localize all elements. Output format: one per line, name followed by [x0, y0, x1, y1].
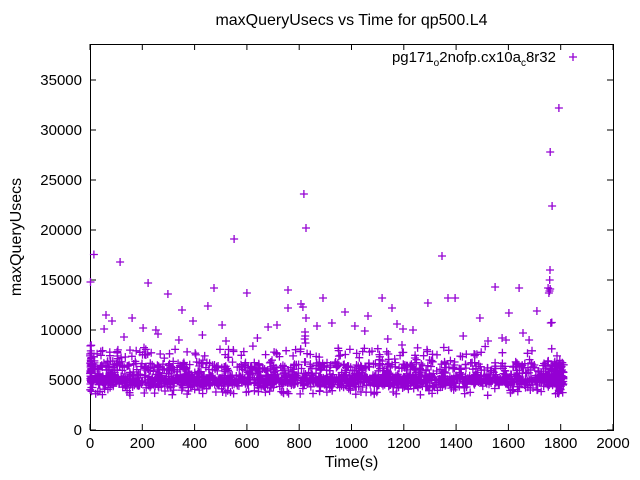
legend-plus-marker-icon — [569, 53, 577, 61]
y-tick-label: 20000 — [40, 222, 82, 239]
y-tick-label: 15000 — [40, 272, 82, 289]
y-tick-label: 5000 — [49, 372, 82, 389]
x-tick-label: 1000 — [335, 435, 368, 452]
chart-title: maxQueryUsecs vs Time for qp500.L4 — [215, 12, 488, 29]
x-tick-label: 1600 — [492, 435, 525, 452]
legend: pg171o2nofp.cx10ac8r32 — [392, 49, 556, 69]
x-tick-label: 800 — [287, 435, 312, 452]
y-tick-label: 0 — [74, 422, 82, 439]
x-tick-label: 0 — [86, 435, 94, 452]
y-tick-label: 25000 — [40, 172, 82, 189]
axis-ticks — [89, 44, 614, 431]
x-tick-label: 1800 — [544, 435, 577, 452]
x-tick-label: 2000 — [596, 435, 629, 452]
y-tick-label: 10000 — [40, 322, 82, 339]
y-tick-label: 35000 — [40, 72, 82, 89]
x-tick-label: 400 — [182, 435, 207, 452]
x-tick-label: 200 — [130, 435, 155, 452]
x-tick-label: 1200 — [387, 435, 420, 452]
legend-series-label: pg171o2nofp.cx10ac8r32 — [391, 49, 556, 69]
x-axis-label: Time(s) — [324, 454, 379, 471]
x-tick-label: 600 — [234, 435, 259, 452]
y-tick-label: 30000 — [40, 122, 82, 139]
x-tick-label: 1400 — [439, 435, 472, 452]
scatter-points — [86, 104, 568, 400]
